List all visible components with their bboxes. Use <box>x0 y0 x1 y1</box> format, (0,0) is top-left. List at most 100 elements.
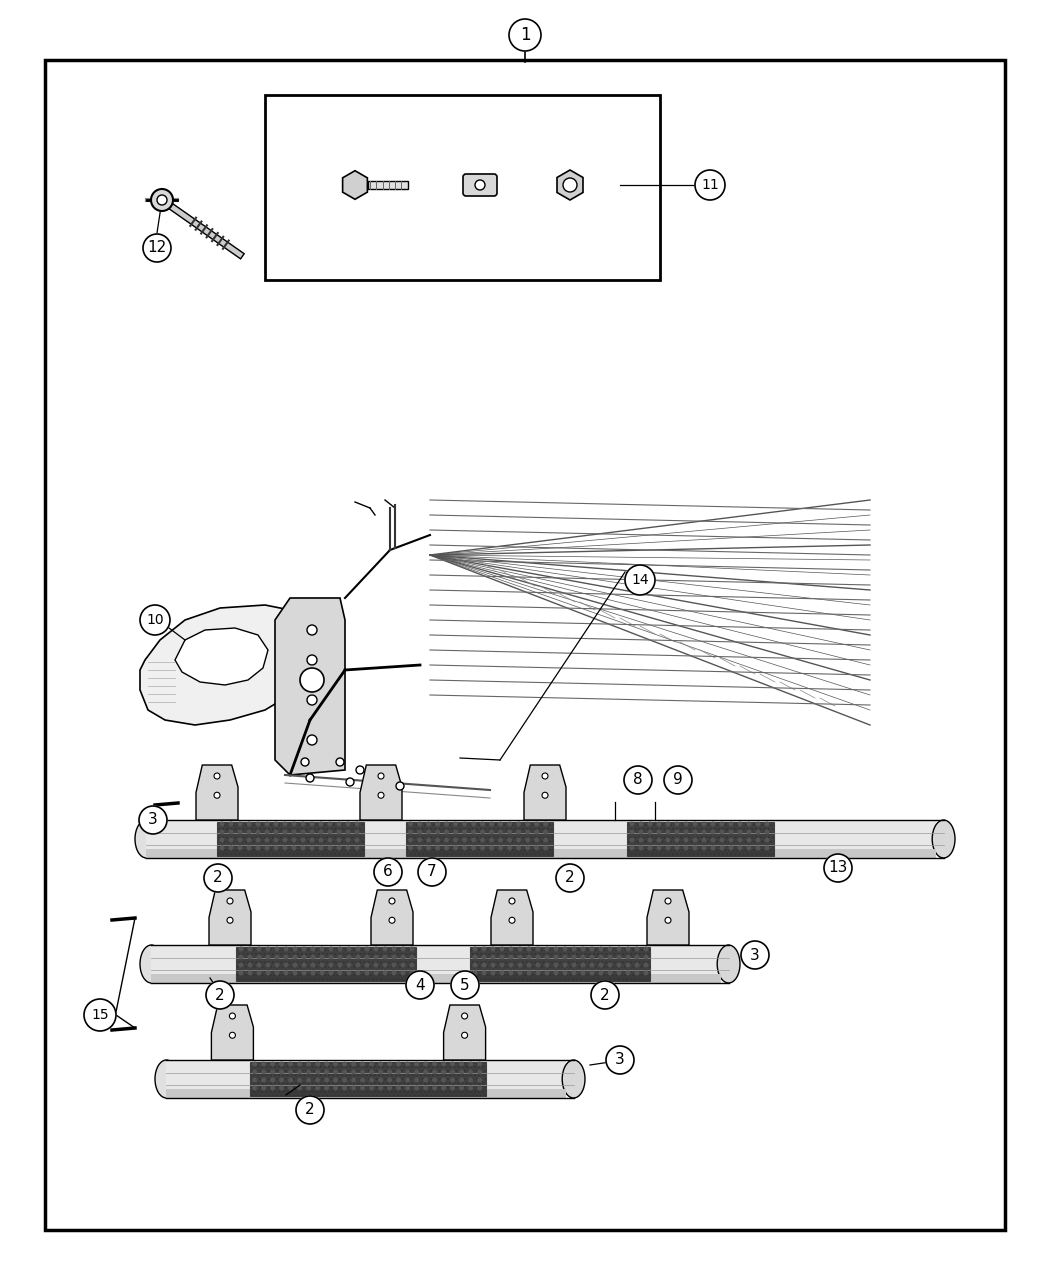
Circle shape <box>414 1070 419 1075</box>
Circle shape <box>301 946 307 951</box>
Circle shape <box>319 963 324 968</box>
Circle shape <box>553 955 559 960</box>
Circle shape <box>311 963 315 968</box>
Circle shape <box>634 955 639 960</box>
Circle shape <box>288 1085 293 1090</box>
Circle shape <box>266 963 271 968</box>
Circle shape <box>459 1070 464 1075</box>
Circle shape <box>284 963 289 968</box>
Polygon shape <box>371 890 413 945</box>
Circle shape <box>459 1062 464 1066</box>
Circle shape <box>563 963 567 968</box>
Circle shape <box>644 946 649 951</box>
Circle shape <box>392 970 397 975</box>
Circle shape <box>468 1077 474 1082</box>
Circle shape <box>307 1085 311 1090</box>
Circle shape <box>634 963 639 968</box>
Circle shape <box>526 970 531 975</box>
Circle shape <box>489 838 495 843</box>
Circle shape <box>450 1070 455 1075</box>
Circle shape <box>508 946 513 951</box>
Circle shape <box>261 1070 266 1075</box>
Circle shape <box>591 980 620 1009</box>
Circle shape <box>387 1077 392 1082</box>
Circle shape <box>229 1033 235 1038</box>
Circle shape <box>452 972 479 1000</box>
Circle shape <box>608 946 612 951</box>
Circle shape <box>374 970 378 975</box>
Circle shape <box>684 830 689 835</box>
Circle shape <box>634 946 639 951</box>
Circle shape <box>508 963 513 968</box>
Circle shape <box>256 963 261 968</box>
Circle shape <box>266 946 271 951</box>
Circle shape <box>423 1070 428 1075</box>
Circle shape <box>525 830 530 835</box>
Circle shape <box>229 1014 235 1019</box>
Circle shape <box>490 963 496 968</box>
Circle shape <box>608 955 612 960</box>
Circle shape <box>360 1062 365 1066</box>
Circle shape <box>319 970 324 975</box>
Circle shape <box>426 821 432 826</box>
Polygon shape <box>209 890 251 945</box>
Circle shape <box>374 858 402 886</box>
Circle shape <box>666 821 671 826</box>
Circle shape <box>477 1062 482 1066</box>
Circle shape <box>656 838 662 843</box>
Circle shape <box>351 1077 356 1082</box>
Circle shape <box>435 830 440 835</box>
Circle shape <box>581 963 586 968</box>
Circle shape <box>382 963 387 968</box>
Circle shape <box>684 845 689 850</box>
Circle shape <box>701 838 707 843</box>
Circle shape <box>756 845 760 850</box>
Circle shape <box>674 830 679 835</box>
Circle shape <box>824 854 852 882</box>
Circle shape <box>719 821 724 826</box>
Circle shape <box>247 845 252 850</box>
Circle shape <box>396 1062 401 1066</box>
Circle shape <box>509 898 514 904</box>
Circle shape <box>382 970 387 975</box>
Circle shape <box>598 955 604 960</box>
Circle shape <box>711 830 715 835</box>
Circle shape <box>255 821 260 826</box>
Circle shape <box>581 955 586 960</box>
Circle shape <box>581 946 586 951</box>
Circle shape <box>378 1077 383 1082</box>
Circle shape <box>311 946 315 951</box>
Circle shape <box>336 845 341 850</box>
Circle shape <box>444 845 449 850</box>
Circle shape <box>400 963 405 968</box>
Circle shape <box>729 838 734 843</box>
Circle shape <box>648 830 652 835</box>
Circle shape <box>273 821 278 826</box>
Ellipse shape <box>717 945 740 983</box>
Circle shape <box>648 821 652 826</box>
Circle shape <box>279 1070 285 1075</box>
Circle shape <box>360 1070 365 1075</box>
Circle shape <box>545 946 549 951</box>
Circle shape <box>563 955 567 960</box>
Circle shape <box>542 773 548 779</box>
Text: 4: 4 <box>415 978 425 992</box>
Circle shape <box>318 821 323 826</box>
Circle shape <box>274 946 279 951</box>
Bar <box>627 822 774 856</box>
Polygon shape <box>443 1005 485 1060</box>
Circle shape <box>666 845 671 850</box>
Circle shape <box>333 1085 338 1090</box>
Circle shape <box>410 946 415 951</box>
Circle shape <box>665 898 671 904</box>
FancyBboxPatch shape <box>463 173 497 196</box>
Circle shape <box>151 189 173 210</box>
Circle shape <box>282 830 288 835</box>
Circle shape <box>435 821 440 826</box>
Circle shape <box>324 1085 329 1090</box>
Circle shape <box>333 1077 338 1082</box>
Circle shape <box>273 830 278 835</box>
Circle shape <box>737 821 742 826</box>
Circle shape <box>517 838 521 843</box>
Ellipse shape <box>155 1060 177 1098</box>
